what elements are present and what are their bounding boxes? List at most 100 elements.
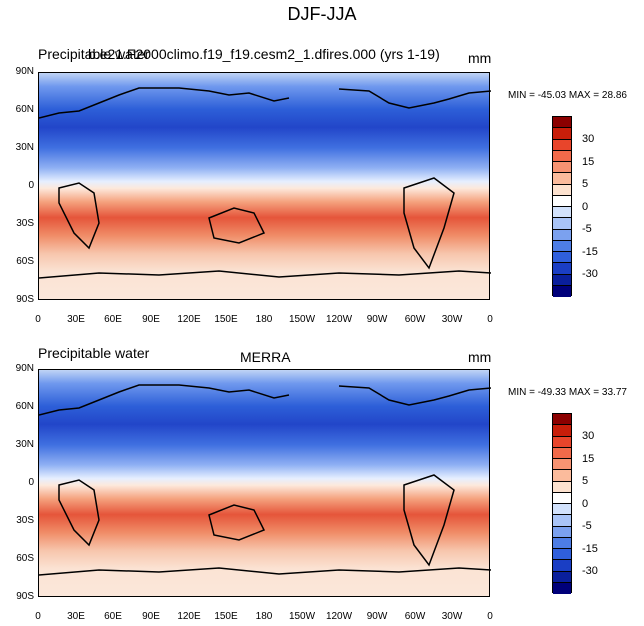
colorbar-swatch xyxy=(553,436,571,448)
panel-2-colorbar-label: -15 xyxy=(582,543,598,555)
panel-2-min-max: MIN = -49.33 MAX = 33.77 xyxy=(508,387,627,398)
panel-1-center-label: b.e21.F2000climo.f19_f19.cesm2_1.dfires.… xyxy=(88,46,440,62)
colorbar-swatch xyxy=(553,515,571,527)
panel-1-lon-tick: 150W xyxy=(288,314,316,325)
panel-1-lon-tick: 60E xyxy=(104,314,122,325)
panel-1-colorbar-label: -30 xyxy=(582,268,598,280)
panel-2-lon-tick: 60E xyxy=(104,611,122,622)
panel-1-lon-tick: 60W xyxy=(404,314,426,325)
panel-1-units: mm xyxy=(468,50,492,66)
colorbar-swatch xyxy=(553,184,571,196)
panel-1-lon-tick: 30W xyxy=(441,314,463,325)
colorbar-swatch xyxy=(553,526,571,538)
panel-2-lon-tick: 120E xyxy=(177,611,201,622)
panel-1-lat-tick: 90S xyxy=(16,294,34,305)
colorbar-swatch xyxy=(553,128,571,140)
colorbar-swatch xyxy=(553,139,571,151)
panel-1-lon-tick: 120W xyxy=(325,314,353,325)
panel-1-colorbar-label: 15 xyxy=(582,156,595,168)
panel-2-coastlines xyxy=(39,384,491,576)
panel-1-lon-tick: 180 xyxy=(255,314,273,325)
panel-2-lat-tick: 30N xyxy=(15,439,34,450)
panel-1-min-max: MIN = -45.03 MAX = 28.86 xyxy=(508,90,627,101)
panel-2-lat-tick: 30S xyxy=(16,515,34,526)
colorbar-swatch xyxy=(553,492,571,504)
colorbar-swatch xyxy=(553,252,571,264)
panel-1-lon-tick: 150E xyxy=(214,314,238,325)
panel-2-map xyxy=(38,369,491,597)
panel-2-colorbar-label: 5 xyxy=(582,475,589,487)
colorbar-swatch xyxy=(553,195,571,207)
panel-1-lat-tick: 30S xyxy=(16,218,34,229)
panel-2-lon-tick: 0 xyxy=(35,611,41,622)
panel-2-colorbar-label: -30 xyxy=(582,565,598,577)
colorbar-swatch xyxy=(553,240,571,252)
panel-2-lat-tick: 60S xyxy=(16,553,34,564)
colorbar-swatch xyxy=(553,537,571,549)
colorbar-swatch xyxy=(553,229,571,241)
panel-2-lat-tick: 90S xyxy=(16,591,34,602)
panel-1-colorbar-label: 5 xyxy=(582,178,589,190)
panel-1-colorbar-label: 30 xyxy=(582,133,595,145)
panel-1-lat-tick: 90N xyxy=(15,66,34,77)
figure-title: DJF-JJA xyxy=(287,4,357,24)
colorbar-swatch xyxy=(553,263,571,275)
panel-2-colorbar-label: 15 xyxy=(582,453,595,465)
panel-1-colorbar-label: -5 xyxy=(582,223,592,235)
panel-1-lon-tick: 0 xyxy=(35,314,41,325)
panel-2-lat-tick: 0 xyxy=(28,477,34,488)
colorbar-swatch xyxy=(553,582,571,594)
panel-2-colorbar-label: 0 xyxy=(582,498,589,510)
panel-1-lat-tick: 60N xyxy=(15,104,34,115)
colorbar-swatch xyxy=(553,162,571,174)
colorbar-swatch xyxy=(553,549,571,561)
colorbar-swatch xyxy=(553,285,571,297)
panel-2-colorbar-label: -5 xyxy=(582,520,592,532)
colorbar-swatch xyxy=(553,173,571,185)
colorbar-swatch xyxy=(553,447,571,459)
panel-2-lon-tick: 120W xyxy=(325,611,353,622)
panel-1-lon-tick: 0 xyxy=(487,314,493,325)
panel-1-colorbar-label: -15 xyxy=(582,246,598,258)
colorbar-swatch xyxy=(553,504,571,516)
colorbar-swatch xyxy=(553,218,571,230)
panel-1-lat-tick: 0 xyxy=(28,180,34,191)
panel-2-lat-tick: 60N xyxy=(15,401,34,412)
panel-2-lon-tick: 90W xyxy=(366,611,388,622)
panel-1-coastlines xyxy=(39,87,491,279)
panel-2-left-label: Precipitable water xyxy=(38,345,150,361)
panel-2-lon-tick: 150W xyxy=(288,611,316,622)
colorbar-swatch xyxy=(553,117,571,129)
panel-1-left-label: Precipitable water xyxy=(38,46,150,62)
panel-2-lon-tick: 180 xyxy=(255,611,273,622)
colorbar-swatch xyxy=(553,274,571,286)
panel-1-lon-tick: 90E xyxy=(142,314,160,325)
colorbar-swatch xyxy=(553,459,571,471)
panel-1-map xyxy=(38,72,491,300)
colorbar-swatch xyxy=(553,571,571,583)
panel-1-lon-tick: 120E xyxy=(177,314,201,325)
colorbar-swatch xyxy=(553,425,571,437)
panel-1-lat-tick: 60S xyxy=(16,256,34,267)
colorbar-swatch xyxy=(553,150,571,162)
panel-1-lat-tick: 30N xyxy=(15,142,34,153)
colorbar-swatch xyxy=(553,470,571,482)
panel-1-lon-tick: 90W xyxy=(366,314,388,325)
colorbar-swatch xyxy=(553,414,571,426)
panel-2-lon-tick: 0 xyxy=(487,611,493,622)
panel-1-lon-tick: 30E xyxy=(67,314,85,325)
panel-2-lon-tick: 60W xyxy=(404,611,426,622)
panel-2-lon-tick: 150E xyxy=(214,611,238,622)
panel-2-colorbar xyxy=(552,413,572,594)
colorbar-swatch xyxy=(553,560,571,572)
panel-1-colorbar xyxy=(552,116,572,297)
panel-2-center-label: MERRA xyxy=(240,349,291,365)
panel-2-lon-tick: 30W xyxy=(441,611,463,622)
panel-2-lat-tick: 90N xyxy=(15,363,34,374)
panel-1-colorbar-label: 0 xyxy=(582,201,589,213)
panel-2-colorbar-label: 30 xyxy=(582,430,595,442)
colorbar-swatch xyxy=(553,207,571,219)
panel-2-lon-tick: 30E xyxy=(67,611,85,622)
colorbar-swatch xyxy=(553,481,571,493)
panel-2-lon-tick: 90E xyxy=(142,611,160,622)
